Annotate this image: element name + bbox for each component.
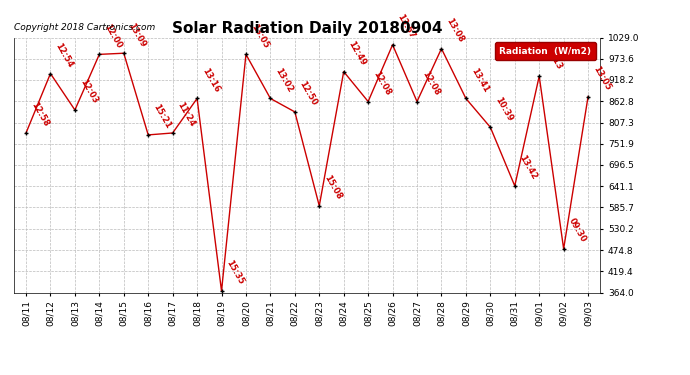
Text: 13:09: 13:09 bbox=[127, 21, 148, 49]
Text: 09:30: 09:30 bbox=[566, 217, 588, 244]
Text: 13:57: 13:57 bbox=[395, 13, 417, 40]
Text: 13:42: 13:42 bbox=[518, 154, 539, 181]
Text: 13:16: 13:16 bbox=[200, 66, 221, 94]
Text: Copyright 2018 Cartronics.com: Copyright 2018 Cartronics.com bbox=[14, 23, 155, 32]
Text: 12:58: 12:58 bbox=[29, 101, 50, 128]
Text: 12:50: 12:50 bbox=[298, 80, 319, 107]
Text: 13:41: 13:41 bbox=[469, 66, 490, 94]
Text: 10:39: 10:39 bbox=[493, 95, 514, 123]
Text: 13:02: 13:02 bbox=[273, 66, 295, 94]
Title: Solar Radiation Daily 20180904: Solar Radiation Daily 20180904 bbox=[172, 21, 442, 36]
Text: 12:00: 12:00 bbox=[102, 22, 124, 50]
Text: 15:21: 15:21 bbox=[151, 102, 172, 130]
Text: 13:05: 13:05 bbox=[249, 22, 270, 50]
Text: 13:08: 13:08 bbox=[444, 16, 466, 44]
Text: 14:13: 14:13 bbox=[542, 44, 563, 72]
Text: 12:54: 12:54 bbox=[53, 41, 75, 69]
Text: 12:03: 12:03 bbox=[78, 78, 99, 105]
Text: 13:05: 13:05 bbox=[591, 64, 612, 92]
Text: 12:08: 12:08 bbox=[420, 69, 441, 97]
Text: 15:08: 15:08 bbox=[322, 174, 344, 201]
Text: 15:35: 15:35 bbox=[224, 259, 246, 286]
Text: 11:24: 11:24 bbox=[175, 100, 197, 128]
Text: 12:49: 12:49 bbox=[346, 39, 368, 67]
Text: 12:08: 12:08 bbox=[371, 69, 392, 97]
Legend: Radiation  (W/m2): Radiation (W/m2) bbox=[495, 42, 595, 60]
